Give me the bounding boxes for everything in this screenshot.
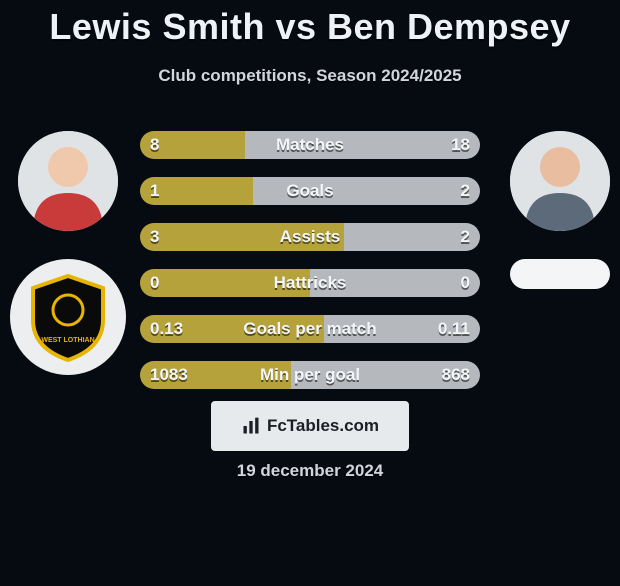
stat-bar-right-fill [324, 315, 480, 343]
svg-text:WEST LOTHIAN: WEST LOTHIAN [41, 337, 94, 344]
stat-bar-right-fill [245, 131, 480, 159]
stat-bar: Goals12 [140, 177, 480, 205]
right-player-avatar [510, 131, 610, 231]
stat-bar-left-fill [140, 177, 253, 205]
avatar-placeholder-icon [18, 131, 118, 231]
stat-bar-left-fill [140, 131, 245, 159]
brand-box[interactable]: FcTables.com [211, 401, 409, 451]
stats-panel: Matches818 Goals12 Assists32 Hattricks00 Goa… [140, 131, 480, 389]
stat-bar-right-fill [310, 269, 480, 297]
right-player-column [510, 131, 610, 289]
stat-bar: Min per goal1083868 [140, 361, 480, 389]
stat-bar-right-fill [253, 177, 480, 205]
shield-icon: WEST LOTHIAN [21, 270, 115, 364]
chart-icon [241, 416, 261, 436]
stat-bar-left-fill [140, 315, 324, 343]
stat-bar: Assists32 [140, 223, 480, 251]
page-subtitle: Club competitions, Season 2024/2025 [0, 66, 620, 86]
avatar-placeholder-icon [510, 131, 610, 231]
stat-bar-right-fill [291, 361, 480, 389]
brand-label: FcTables.com [267, 416, 379, 436]
stat-bar-left-fill [140, 223, 344, 251]
page-title: Lewis Smith vs Ben Dempsey [0, 6, 620, 48]
left-player-avatar [18, 131, 118, 231]
date-label: 19 december 2024 [0, 461, 620, 481]
stat-bar: Hattricks00 [140, 269, 480, 297]
stat-bar-right-fill [344, 223, 480, 251]
left-player-column: WEST LOTHIAN [10, 131, 126, 375]
right-club-badge [510, 259, 610, 289]
stat-bar: Goals per match0.130.11 [140, 315, 480, 343]
stat-bar-left-fill [140, 361, 291, 389]
left-club-badge: WEST LOTHIAN [10, 259, 126, 375]
stat-bar-left-fill [140, 269, 310, 297]
stat-bar: Matches818 [140, 131, 480, 159]
left-club-badge-inner: WEST LOTHIAN [21, 270, 115, 364]
